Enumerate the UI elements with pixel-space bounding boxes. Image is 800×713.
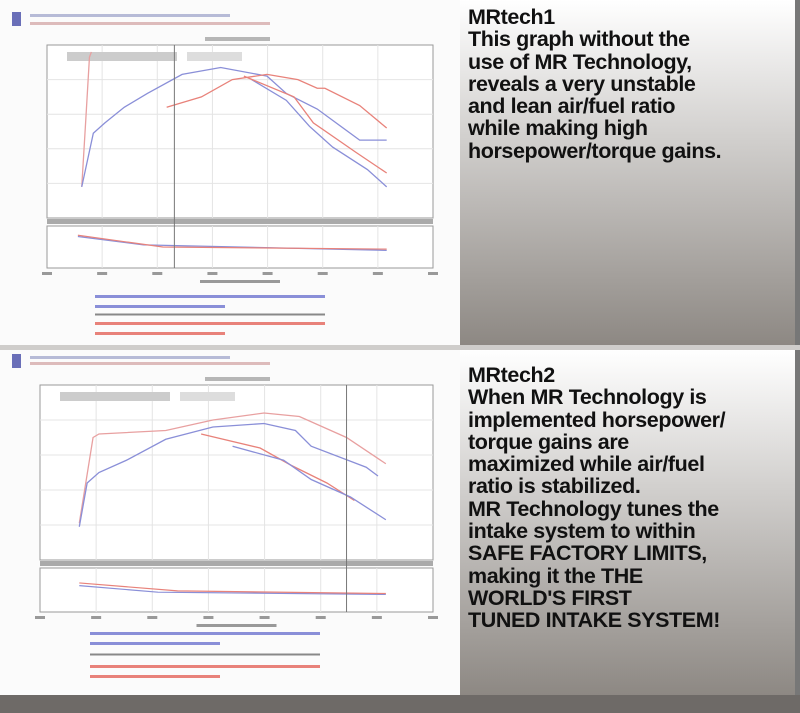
bottom-bar	[0, 695, 800, 713]
x-axis-label	[200, 280, 280, 283]
peak-values-box	[180, 392, 235, 401]
plot-divider	[40, 561, 433, 566]
power-curve-4	[251, 79, 388, 188]
x-axis-label	[196, 624, 277, 627]
legend-run-1-line-2	[95, 305, 225, 308]
legend-run-2-line-2	[95, 332, 225, 335]
power-curve-5	[243, 75, 388, 174]
panel-line: This graph without the	[468, 27, 690, 52]
legend-run-1-line-2	[90, 642, 220, 645]
text-panel-mrtech1: MRtech1 This graph without the use of MR…	[460, 0, 800, 345]
panel-line: SAFE FACTORY LIMITS,	[468, 541, 707, 566]
separator	[0, 345, 800, 350]
panel-line: reveals a very unstable	[468, 71, 696, 96]
power-curve-1	[78, 412, 387, 524]
x-tick-label	[315, 616, 326, 619]
legend-divider	[95, 313, 325, 316]
afr-curve-2	[77, 234, 387, 250]
power-curve-2	[78, 422, 379, 527]
panel-line: When MR Technology is	[468, 385, 707, 410]
panel-line: implemented horsepower/	[468, 407, 726, 432]
panel-title: MRtech2	[468, 363, 555, 387]
x-tick-label	[203, 616, 214, 619]
dyno-chart-2-svg	[12, 354, 438, 678]
chart-title-bar	[205, 377, 270, 381]
panel-line: making it the THE	[468, 563, 643, 588]
chart-title-bar	[205, 37, 270, 41]
header-run-2-text	[30, 22, 270, 25]
legend-run-1-line-1	[90, 632, 320, 635]
header-run-2-text	[30, 362, 270, 365]
panel-line: MR Technology tunes the	[468, 496, 719, 521]
legend-run-1-line-1	[95, 295, 325, 298]
panel-line: WORLD'S FIRST	[468, 585, 632, 610]
dyno-chart-1-svg	[12, 12, 438, 335]
x-tick-label	[35, 616, 45, 619]
panel-line: use of MR Technology,	[468, 49, 692, 74]
panel-line: intake system to within	[468, 519, 696, 544]
afr-curve-1	[79, 585, 386, 595]
power-curve-1	[81, 51, 92, 187]
panel-line: TUNED INTAKE SYSTEM!	[468, 608, 720, 633]
power-curve-4	[232, 445, 387, 521]
x-tick-label	[259, 616, 270, 619]
dyno-chart-1	[0, 0, 460, 345]
run-color-swatch	[12, 12, 21, 26]
panel-line: horsepower/torque gains.	[468, 138, 722, 163]
afr-plot-frame	[39, 567, 434, 613]
main-plot-frame	[39, 384, 434, 561]
header-run-1-text	[30, 356, 230, 359]
plot-divider	[47, 219, 433, 224]
peak-values-box	[187, 52, 242, 61]
legend-run-2-line-1	[95, 322, 325, 325]
legend-run-2-line-1	[90, 665, 320, 668]
power-curve-2	[81, 66, 387, 187]
x-tick-label	[317, 272, 328, 275]
legend-divider	[90, 653, 320, 656]
x-tick-label	[371, 616, 382, 619]
header-run-1-text	[30, 14, 230, 17]
x-tick-label	[428, 616, 438, 619]
power-curve-3	[166, 73, 388, 129]
panel-line: torque gains are	[468, 429, 629, 454]
legend-run-2-line-2	[90, 675, 220, 678]
panel-line: while making high	[468, 116, 648, 141]
panel-line: maximized while air/fuel	[468, 452, 705, 477]
peak-values-box	[67, 52, 177, 61]
x-tick-label	[147, 616, 158, 619]
main-plot-frame	[46, 44, 434, 219]
dyno-chart-2	[0, 350, 460, 695]
x-tick-label	[372, 272, 383, 275]
run-color-swatch	[12, 354, 21, 368]
afr-curve-2	[79, 582, 386, 595]
panel-title: MRtech1	[468, 5, 555, 29]
text-panel-mrtech2: MRtech2 When MR Technology is implemente…	[460, 350, 800, 695]
x-tick-label	[97, 272, 108, 275]
x-tick-label	[91, 616, 102, 619]
peak-values-box	[60, 392, 170, 401]
x-tick-label	[428, 272, 438, 275]
panel-line: and lean air/fuel ratio	[468, 94, 676, 119]
panel-line: ratio is stabilized.	[468, 474, 641, 499]
x-tick-label	[42, 272, 52, 275]
x-tick-label	[207, 272, 218, 275]
x-tick-label	[262, 272, 273, 275]
x-tick-label	[152, 272, 163, 275]
